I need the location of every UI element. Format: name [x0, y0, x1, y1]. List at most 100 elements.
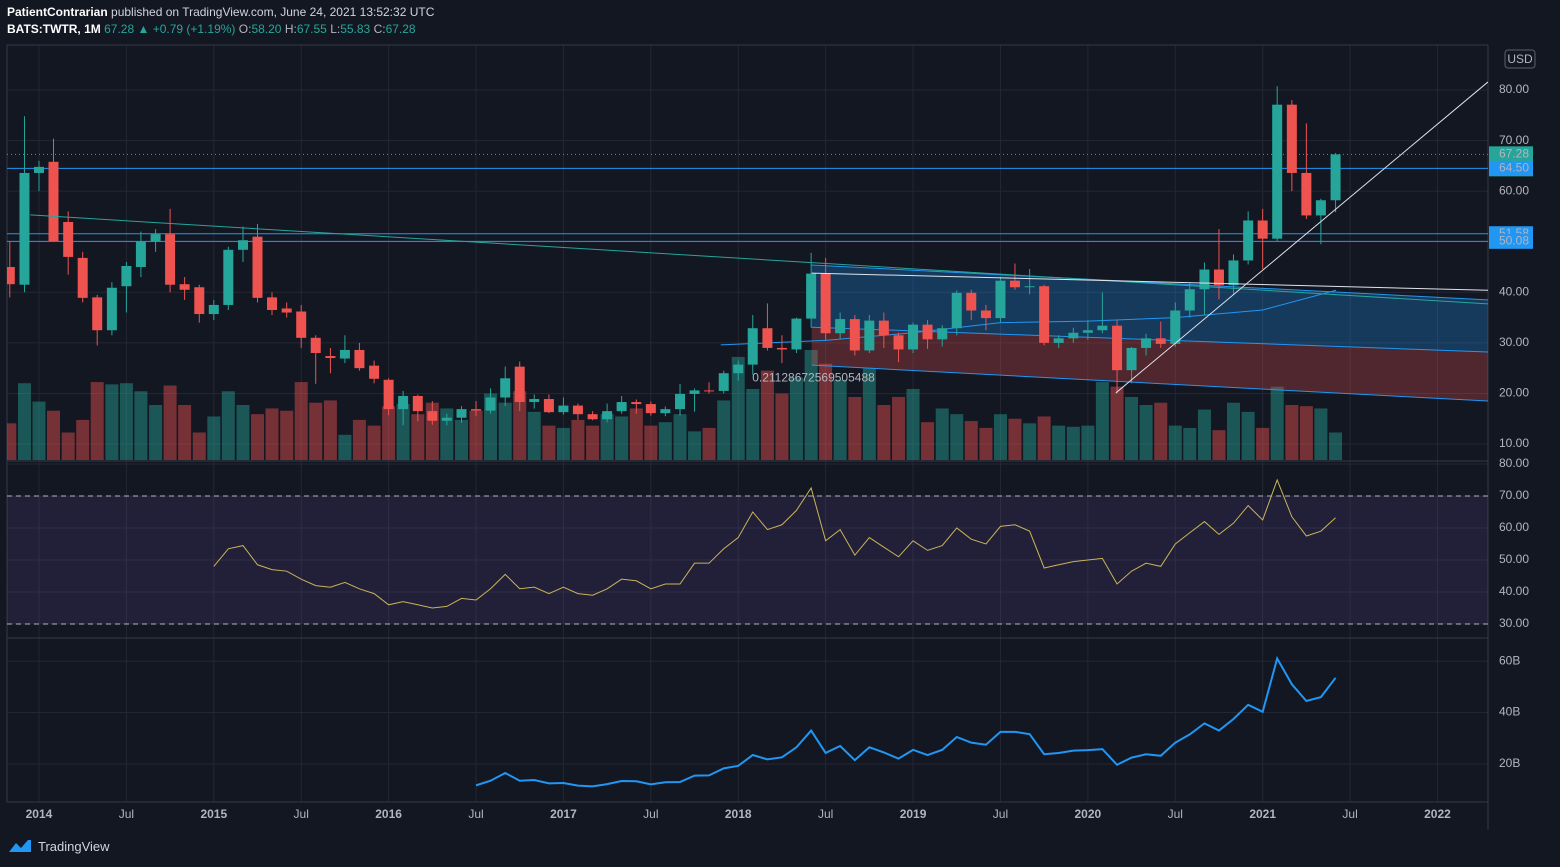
candle-body	[208, 304, 219, 315]
candle-body	[441, 417, 452, 421]
candle-body	[747, 328, 758, 365]
volume-bar	[46, 410, 60, 460]
y-tick-label: 80.00	[1499, 82, 1529, 96]
x-tick-label: 2015	[200, 807, 227, 821]
volume-bar	[1052, 425, 1066, 460]
volume-bar	[848, 396, 862, 460]
volume-bar	[644, 425, 658, 460]
volume-bar	[513, 391, 527, 460]
volume-bar	[207, 416, 221, 460]
candle-body	[471, 409, 482, 411]
candle-body	[980, 310, 991, 319]
ohlc-value: 55.83	[340, 22, 371, 36]
volume-bar	[527, 411, 541, 460]
candle-body	[922, 324, 933, 340]
ohlc-key: H:	[284, 22, 297, 36]
volume-bar	[1314, 408, 1328, 460]
candle-body	[558, 405, 569, 413]
candle-body	[718, 373, 729, 391]
candle-body	[762, 328, 773, 348]
x-tick-label: 2014	[26, 807, 53, 821]
level-box	[1489, 160, 1533, 176]
volume-bar	[760, 370, 774, 460]
volume-bar	[1299, 406, 1313, 460]
volume-bar	[323, 400, 337, 460]
candle-body	[1228, 260, 1239, 286]
ohlc-key: L:	[330, 22, 341, 36]
y-tick-label: 30.00	[1499, 335, 1529, 349]
volume-bar	[935, 408, 949, 460]
candle-body	[1024, 286, 1035, 288]
volume-bar	[1110, 386, 1124, 460]
band-fill	[7, 495, 1488, 624]
volume-bar	[76, 419, 90, 460]
volume-bar	[717, 400, 731, 460]
y-tick-label: 80.00	[1499, 456, 1529, 470]
volume-bar	[1168, 425, 1182, 460]
candle-body	[267, 297, 278, 311]
y-tick-label: 30.00	[1499, 616, 1529, 630]
candle-body	[1315, 200, 1326, 216]
candle-body	[310, 337, 321, 353]
price-layer: 0.21128672569505488	[7, 81, 1488, 460]
volume-bar	[251, 414, 265, 460]
x-tick-label: Jul	[1168, 807, 1183, 821]
channel-upper-fill	[811, 264, 1488, 352]
candle-body	[427, 411, 438, 421]
volume-bar	[1183, 427, 1197, 460]
candle-body	[602, 411, 613, 420]
candle-body	[1082, 330, 1093, 333]
change: ▲ +0.79 (+1.19%)	[137, 22, 236, 36]
candle-body	[791, 318, 802, 350]
candle-body	[660, 409, 671, 414]
x-tick-label: 2017	[550, 807, 577, 821]
volume-bar	[1197, 409, 1211, 460]
candle-body	[33, 166, 44, 173]
volume-bar	[382, 406, 396, 460]
volume-bar	[789, 377, 803, 460]
candle-body	[1199, 269, 1210, 290]
y-tick-label: 40.00	[1499, 584, 1529, 598]
candle-body	[500, 378, 511, 398]
candle-body	[543, 399, 554, 413]
volume-bar	[32, 401, 46, 460]
x-tick-label: 2019	[900, 807, 927, 821]
volume-bar	[1008, 418, 1022, 460]
candle-body	[689, 390, 700, 394]
currency: USD	[1507, 52, 1533, 66]
volume-bar	[746, 388, 760, 460]
candle-body	[412, 395, 423, 412]
volume-bar	[702, 427, 716, 460]
volume-bar	[61, 432, 75, 460]
volume-bar	[90, 382, 104, 460]
volume-bar	[877, 405, 891, 460]
candle-body	[631, 402, 642, 405]
candle-body	[369, 365, 380, 379]
volume-bar	[892, 396, 906, 460]
volume-bar	[862, 368, 876, 460]
candle-body	[951, 292, 962, 329]
volume-bar	[1256, 427, 1270, 460]
ohlc-value: 67.55	[296, 22, 327, 36]
x-tick-label: Jul	[1342, 807, 1357, 821]
candle-body	[1155, 338, 1166, 344]
candle-body	[514, 366, 525, 403]
volume-bar	[469, 410, 483, 460]
volume-bar	[542, 425, 556, 460]
annotation: 0.21128672569505488	[752, 370, 875, 384]
candle-body	[150, 234, 161, 242]
brand: TradingView	[38, 838, 110, 854]
candle-body	[1170, 310, 1181, 344]
candle-body	[121, 266, 132, 287]
volume-bar	[192, 432, 206, 460]
y-tick-label: 60B	[1499, 653, 1520, 667]
candle-body	[165, 234, 176, 285]
y-tick-label: 40B	[1499, 705, 1520, 719]
trendline	[1115, 81, 1488, 394]
volume-bar	[1095, 382, 1109, 460]
last-price-label: 67.28	[1499, 147, 1529, 161]
level-box	[1489, 233, 1533, 249]
volume-bar	[236, 405, 250, 460]
currency-box	[1504, 49, 1536, 69]
